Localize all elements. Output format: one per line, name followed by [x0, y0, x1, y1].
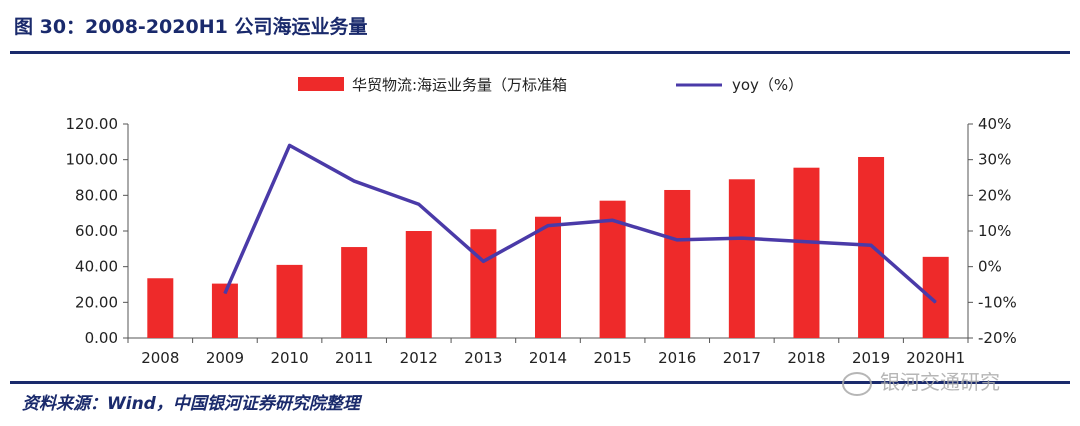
left-tick-label: 60.00 — [75, 222, 118, 240]
right-tick-label: 10% — [978, 222, 1011, 240]
bar — [341, 247, 368, 338]
bar — [147, 278, 174, 338]
x-tick-label: 2015 — [594, 349, 632, 367]
title-divider — [10, 51, 1070, 54]
x-tick-label: 2017 — [723, 349, 761, 367]
bar — [535, 216, 561, 338]
bar — [664, 189, 691, 338]
left-tick-label: 0.00 — [85, 329, 118, 347]
yoy-point — [353, 180, 355, 182]
x-tick-label: 2020H1 — [906, 349, 965, 367]
yoy-point — [805, 241, 807, 243]
x-tick-label: 2019 — [852, 349, 890, 367]
right-tick-label: 0% — [978, 258, 1002, 276]
left-tick-label: 80.00 — [75, 186, 118, 204]
source-divider — [10, 381, 1070, 384]
bar — [405, 231, 432, 338]
legend-line-label: yoy（%） — [732, 76, 803, 94]
right-tick-label: 20% — [978, 186, 1011, 204]
x-tick-label: 2008 — [141, 349, 179, 367]
bar — [276, 264, 303, 338]
yoy-point — [612, 219, 614, 221]
x-tick-label: 2011 — [335, 349, 373, 367]
figure-title: 图 30：2008-2020H1 公司海运业务量 — [14, 16, 368, 38]
left-tick-label: 40.00 — [75, 258, 118, 276]
x-tick-label: 2012 — [400, 349, 438, 367]
legend-bar-label: 华贸物流:海运业务量（万标准箱 — [352, 76, 567, 94]
wechat-icon — [842, 371, 872, 396]
bar — [922, 256, 949, 338]
x-tick-label: 2010 — [270, 349, 308, 367]
yoy-point — [547, 225, 549, 227]
yoy-point — [676, 239, 678, 241]
yoy-point — [289, 144, 291, 146]
yoy-point — [870, 244, 872, 246]
bars — [147, 156, 949, 338]
axes: 0.00 20.00 40.00 60.00 80.00 100.00 120.00 -20%… — [66, 115, 1017, 367]
bar — [793, 167, 820, 338]
watermark-text: 银河交通研究 — [880, 370, 1000, 394]
x-tick-label: 2014 — [529, 349, 567, 367]
yoy-point — [741, 237, 743, 239]
source-note: 资料来源：Wind，中国银河证券研究院整理 — [22, 394, 360, 414]
x-tick-label: 2009 — [206, 349, 244, 367]
left-tick-label: 120.00 — [66, 115, 119, 133]
left-tick-label: 20.00 — [75, 293, 118, 311]
yoy-point — [224, 292, 226, 294]
bar — [728, 179, 755, 338]
right-tick-label: -10% — [978, 293, 1017, 311]
yoy-line — [223, 143, 937, 304]
bar — [470, 229, 497, 338]
right-tick-label: 40% — [978, 115, 1011, 133]
legend-bar-swatch — [298, 77, 344, 91]
right-tick-label: -20% — [978, 329, 1017, 347]
x-tick-label: 2018 — [787, 349, 825, 367]
yoy-series-line — [223, 143, 937, 304]
yoy-point — [418, 203, 420, 205]
left-tick-label: 100.00 — [66, 151, 119, 169]
legend: 华贸物流:海运业务量（万标准箱 yoy（%） — [298, 76, 803, 94]
yoy-point — [482, 260, 484, 262]
x-tick-label: 2013 — [464, 349, 502, 367]
yoy-point — [935, 301, 937, 303]
x-tick-label: 2016 — [658, 349, 696, 367]
watermark: 银河交通研究 — [842, 366, 1000, 396]
right-tick-label: 30% — [978, 151, 1011, 169]
